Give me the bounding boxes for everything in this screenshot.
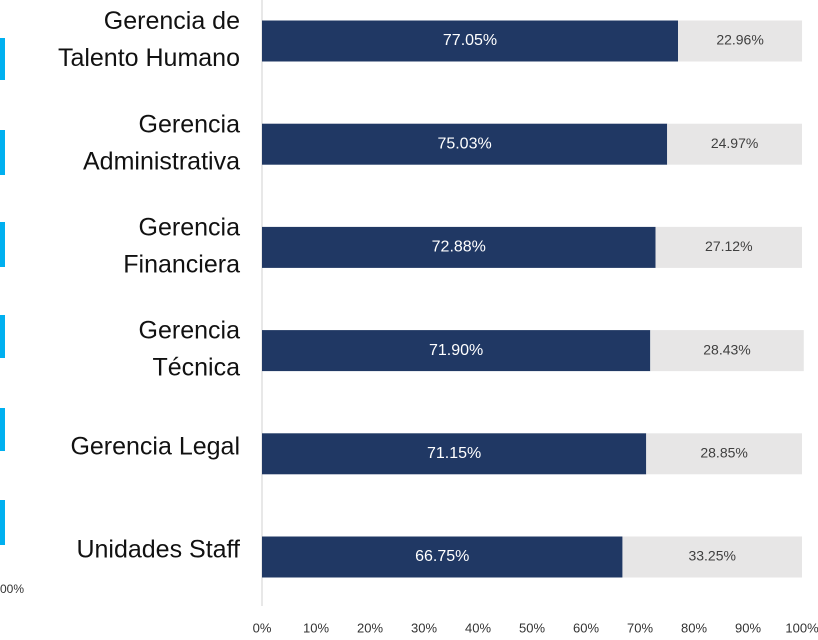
cropped-decoration <box>0 38 5 545</box>
category-label: Gerencia <box>139 317 241 345</box>
data-label: 71.90% <box>429 342 483 359</box>
bar-segment <box>678 20 803 62</box>
x-tick-label: 50% <box>519 620 545 635</box>
bar-segment <box>655 226 802 268</box>
x-tick-label: 90% <box>735 620 761 635</box>
x-tick-label: 20% <box>357 620 383 635</box>
data-label: 22.96% <box>716 32 763 48</box>
data-label: 28.43% <box>703 341 750 357</box>
bar-segment <box>646 433 802 475</box>
bar-segment <box>262 536 623 578</box>
bar-segment <box>262 226 656 268</box>
decor-bar <box>0 500 5 545</box>
annotation: 00% <box>0 582 24 596</box>
decor-bar <box>0 315 5 358</box>
x-tick-label: 40% <box>465 620 491 635</box>
data-label: 27.12% <box>705 238 752 254</box>
x-tick-label: 30% <box>411 620 437 635</box>
data-label: 28.85% <box>700 445 747 461</box>
x-tick-label: 10% <box>303 620 329 635</box>
data-label: 33.25% <box>688 548 735 564</box>
category-label: Técnica <box>152 354 240 382</box>
x-tick-label: 80% <box>681 620 707 635</box>
x-tick-label: 0% <box>253 620 272 635</box>
data-label: 66.75% <box>415 548 469 565</box>
data-label: 75.03% <box>437 135 491 152</box>
bar-segment <box>262 123 668 165</box>
bar-segment <box>262 20 679 62</box>
bar-segment <box>622 536 802 578</box>
bar-segment <box>667 123 802 165</box>
decor-bar <box>0 408 5 451</box>
category-label: Administrativa <box>83 147 240 175</box>
x-tick-label: 60% <box>573 620 599 635</box>
data-label: 72.88% <box>432 239 486 256</box>
category-label: Gerencia <box>139 214 241 242</box>
bar-segment <box>262 433 647 475</box>
x-tick-label: 100% <box>785 620 818 635</box>
category-label: Gerencia Legal <box>70 432 240 460</box>
x-tick-label: 70% <box>627 620 653 635</box>
data-label: 77.05% <box>443 32 497 49</box>
category-label: Unidades Staff <box>76 536 240 564</box>
data-label: 71.15% <box>427 445 481 462</box>
category-label: Gerencia de <box>104 7 240 35</box>
decor-bar <box>0 38 5 80</box>
decor-bar <box>0 222 5 267</box>
bar-segment <box>262 330 651 372</box>
category-label: Financiera <box>123 251 240 279</box>
category-label: Gerencia <box>139 110 241 138</box>
category-label: Talento Humano <box>58 44 240 72</box>
data-label: 24.97% <box>711 135 758 151</box>
decor-bar <box>0 130 5 175</box>
bar-segment <box>650 330 804 372</box>
